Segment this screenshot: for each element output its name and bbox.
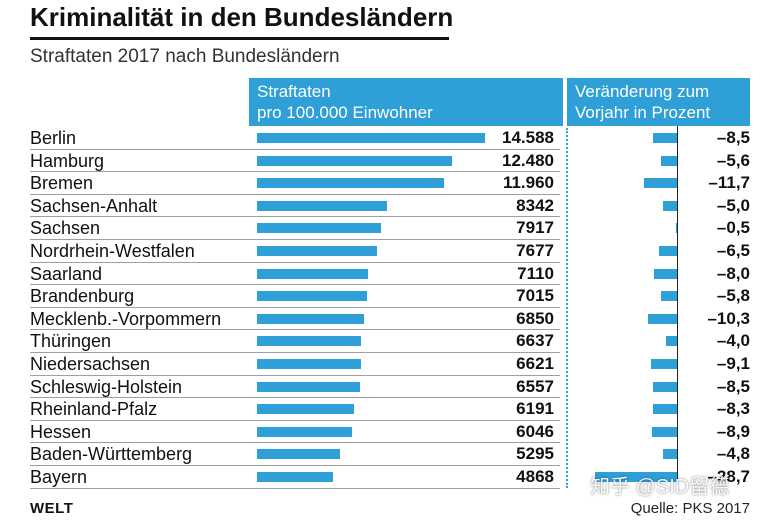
rate-value-label: 7917: [490, 217, 554, 239]
rate-value-label: 7110: [490, 263, 554, 285]
change-value-label: –11,7: [696, 172, 750, 194]
rate-bar: [257, 314, 364, 324]
rate-bar: [257, 404, 354, 414]
change-value-label: –0,5: [696, 217, 750, 239]
column-header-change: Veränderung zum Vorjahr in Prozent: [567, 78, 750, 126]
column-separator: [566, 128, 568, 488]
change-value-label: –5,0: [696, 195, 750, 217]
state-name: Baden-Württemberg: [30, 443, 256, 465]
rate-bar: [257, 133, 485, 143]
title-underline: [30, 37, 449, 40]
change-zero-axis: [677, 126, 678, 486]
change-value-label: –4,8: [696, 443, 750, 465]
rate-value-label: 7015: [490, 285, 554, 307]
rate-bar: [257, 427, 352, 437]
change-bar: [644, 178, 677, 188]
chart-title: Kriminalität in den Bundesländern: [30, 2, 470, 32]
rate-value-label: 8342: [490, 195, 554, 217]
rate-bar: [257, 201, 387, 211]
state-name: Bayern: [30, 466, 256, 488]
rate-value-label: 12.480: [490, 150, 554, 172]
rate-bar: [257, 291, 367, 301]
change-bar: [666, 336, 677, 346]
state-name: Saarland: [30, 263, 256, 285]
change-value-label: –6,5: [696, 240, 750, 262]
change-bar: [661, 156, 677, 166]
change-value-label: –8,0: [696, 263, 750, 285]
change-bar: [653, 133, 677, 143]
change-value-label: –4,0: [696, 330, 750, 352]
rate-value-label: 6557: [490, 376, 554, 398]
change-value-label: –8,5: [696, 376, 750, 398]
state-name: Sachsen: [30, 217, 256, 239]
change-bar: [653, 382, 677, 392]
watermark: 知乎 @SID留德: [590, 473, 760, 501]
change-value-label: –10,3: [696, 308, 750, 330]
rate-value-label: 6046: [490, 421, 554, 443]
rate-value-label: 14.588: [490, 127, 554, 149]
rate-value-label: 11.960: [490, 172, 554, 194]
rate-value-label: 6850: [490, 308, 554, 330]
change-bar: [648, 314, 677, 324]
welt-logo: WELT: [30, 500, 73, 518]
state-name: Thüringen: [30, 330, 256, 352]
change-bar: [661, 291, 678, 301]
rate-bar: [257, 449, 340, 459]
rate-bar: [257, 223, 381, 233]
change-bar: [653, 404, 677, 414]
rate-value-label: 7677: [490, 240, 554, 262]
state-name: Mecklenb.-Vorpommern: [30, 308, 256, 330]
change-bar: [654, 269, 677, 279]
change-value-label: –8,9: [696, 421, 750, 443]
column-header-rate-line1: Straftaten: [257, 81, 555, 102]
change-value-label: –9,1: [696, 353, 750, 375]
state-name: Bremen: [30, 172, 256, 194]
rate-bar: [257, 156, 452, 166]
change-bar: [663, 201, 677, 211]
change-bar: [651, 359, 677, 369]
source-note: Quelle: PKS 2017: [600, 500, 750, 518]
change-bar: [663, 449, 677, 459]
change-value-label: –8,5: [696, 127, 750, 149]
state-name: Berlin: [30, 127, 256, 149]
change-bar: [659, 246, 678, 256]
state-name: Sachsen-Anhalt: [30, 195, 256, 217]
rate-bar: [257, 382, 360, 392]
column-header-change-line2: Vorjahr in Prozent: [575, 102, 742, 123]
chart-subtitle: Straftaten 2017 nach Bundesländern: [30, 44, 430, 70]
rate-value-label: 4868: [490, 466, 554, 488]
column-header-rate-line2: pro 100.000 Einwohner: [257, 102, 555, 123]
rate-bar: [257, 336, 361, 346]
change-value-label: –8,3: [696, 398, 750, 420]
state-name: Rheinland-Pfalz: [30, 398, 256, 420]
state-name: Hessen: [30, 421, 256, 443]
rate-bar: [257, 178, 444, 188]
column-header-rate: Straftaten pro 100.000 Einwohner: [249, 78, 563, 126]
rate-bar: [257, 246, 377, 256]
state-name: Hamburg: [30, 150, 256, 172]
rate-bar: [257, 472, 333, 482]
rate-bar: [257, 359, 361, 369]
rate-value-label: 5295: [490, 443, 554, 465]
state-name: Schleswig-Holstein: [30, 376, 256, 398]
state-name: Nordrhein-Westfalen: [30, 240, 256, 262]
rate-bar: [257, 269, 368, 279]
rate-value-label: 6621: [490, 353, 554, 375]
change-value-label: –5,8: [696, 285, 750, 307]
change-value-label: –5,6: [696, 150, 750, 172]
state-name: Niedersachsen: [30, 353, 256, 375]
column-header-change-line1: Veränderung zum: [575, 81, 742, 102]
change-bar: [652, 427, 677, 437]
rate-value-label: 6191: [490, 398, 554, 420]
rate-value-label: 6637: [490, 330, 554, 352]
state-name: Brandenburg: [30, 285, 256, 307]
